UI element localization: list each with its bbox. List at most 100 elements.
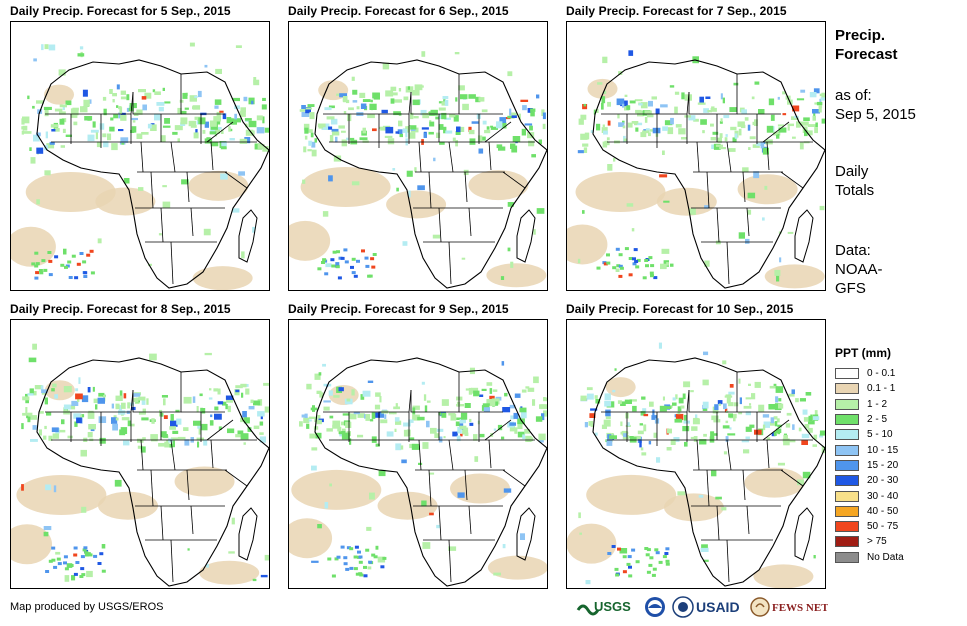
- storm-cell: [363, 565, 367, 569]
- rain-cell: [666, 262, 669, 266]
- rain-cell: [395, 131, 399, 134]
- rain-cell: [101, 544, 106, 549]
- rain-cell: [182, 92, 188, 99]
- rain-cell: [507, 202, 514, 207]
- rain-cell: [193, 420, 201, 426]
- rain-cell: [194, 95, 198, 98]
- rain-cell: [375, 443, 380, 447]
- rain-cell: [177, 107, 182, 114]
- rain-cell: [245, 129, 254, 136]
- storm-cell: [34, 251, 39, 255]
- storm-cell: [650, 274, 654, 278]
- rain-cell: [232, 208, 240, 213]
- rain-cell: [385, 126, 394, 134]
- rain-cell: [648, 100, 653, 107]
- rain-cell: [662, 126, 668, 131]
- rain-cell: [241, 392, 244, 398]
- rain-cell: [645, 128, 650, 132]
- country-border: [170, 141, 176, 173]
- storm-cell: [603, 262, 608, 266]
- rain-cell: [777, 424, 782, 428]
- rain-cell: [28, 357, 37, 363]
- rain-cell: [252, 226, 256, 233]
- rain-cell: [461, 257, 466, 260]
- rain-cell: [639, 423, 643, 426]
- rain-cell: [693, 118, 699, 122]
- rain-cell: [247, 427, 252, 432]
- storm-cell: [380, 565, 385, 569]
- rain-cell: [232, 97, 240, 102]
- rain-cell: [337, 426, 342, 432]
- rain-cell: [509, 426, 516, 432]
- madagascar-coastline: [794, 209, 814, 263]
- legend-item: 40 - 50: [835, 504, 904, 519]
- rain-cell: [715, 240, 721, 245]
- rain-cell: [509, 422, 516, 426]
- rain-cell: [577, 258, 581, 264]
- rain-cell: [301, 111, 310, 117]
- rain-cell: [804, 129, 808, 137]
- rain-cell: [672, 397, 676, 401]
- rain-cell: [229, 138, 235, 141]
- rain-cell: [252, 578, 257, 582]
- rain-cell: [813, 88, 820, 94]
- rain-cell: [421, 500, 427, 507]
- rain-cell: [444, 100, 449, 106]
- rain-cell: [50, 124, 59, 128]
- rain-cell: [532, 399, 536, 406]
- rain-cell: [65, 134, 72, 137]
- legend-label: 0.1 - 1: [867, 383, 896, 395]
- rain-cell: [359, 137, 368, 141]
- rain-cell: [723, 451, 728, 455]
- dry-area: [16, 474, 107, 515]
- storm-cell: [97, 562, 102, 565]
- africa-coastline: [36, 357, 269, 587]
- rain-cell: [728, 402, 734, 407]
- rain-cell: [234, 105, 240, 110]
- storm-cell: [31, 262, 36, 266]
- rain-cell: [179, 99, 184, 103]
- country-border: [428, 171, 432, 209]
- country-border: [160, 207, 164, 243]
- rain-cell: [787, 231, 794, 234]
- rain-cell: [36, 147, 44, 154]
- rain-cell: [25, 399, 29, 404]
- rain-cell: [445, 130, 453, 134]
- rain-cell: [92, 386, 95, 392]
- madagascar-coastline: [238, 209, 258, 263]
- rain-cell: [96, 141, 102, 148]
- rain-cell: [475, 96, 481, 103]
- rain-cell: [438, 124, 444, 130]
- rain-cell: [375, 392, 381, 397]
- rain-cell: [98, 392, 105, 397]
- country-border: [410, 372, 460, 413]
- rain-cell: [640, 102, 648, 109]
- rain-cell: [530, 108, 536, 112]
- rain-cell: [683, 381, 691, 388]
- rain-cell: [763, 421, 770, 428]
- rain-cell: [541, 413, 545, 421]
- rain-cell: [457, 492, 465, 498]
- rain-cell: [434, 433, 439, 438]
- rain-cell: [785, 423, 791, 428]
- rain-cell: [250, 399, 254, 404]
- rain-cell: [367, 114, 375, 119]
- rain-cell: [189, 95, 197, 102]
- rain-cell: [169, 426, 176, 430]
- rain-cell: [741, 109, 747, 114]
- rain-cell: [205, 564, 209, 568]
- storm-cell: [338, 256, 343, 260]
- rain-cell: [48, 435, 53, 441]
- rain-cell: [769, 421, 775, 426]
- rain-cell: [424, 405, 428, 413]
- rain-cell: [162, 185, 167, 188]
- storm-cell: [653, 276, 658, 280]
- country-border: [428, 469, 432, 507]
- rain-cell: [382, 62, 390, 70]
- dry-area: [289, 518, 333, 559]
- rain-cell: [63, 404, 71, 410]
- storm-cell: [317, 267, 322, 271]
- rain-cell: [728, 413, 733, 418]
- dry-area: [289, 220, 331, 261]
- rain-cell: [253, 79, 260, 86]
